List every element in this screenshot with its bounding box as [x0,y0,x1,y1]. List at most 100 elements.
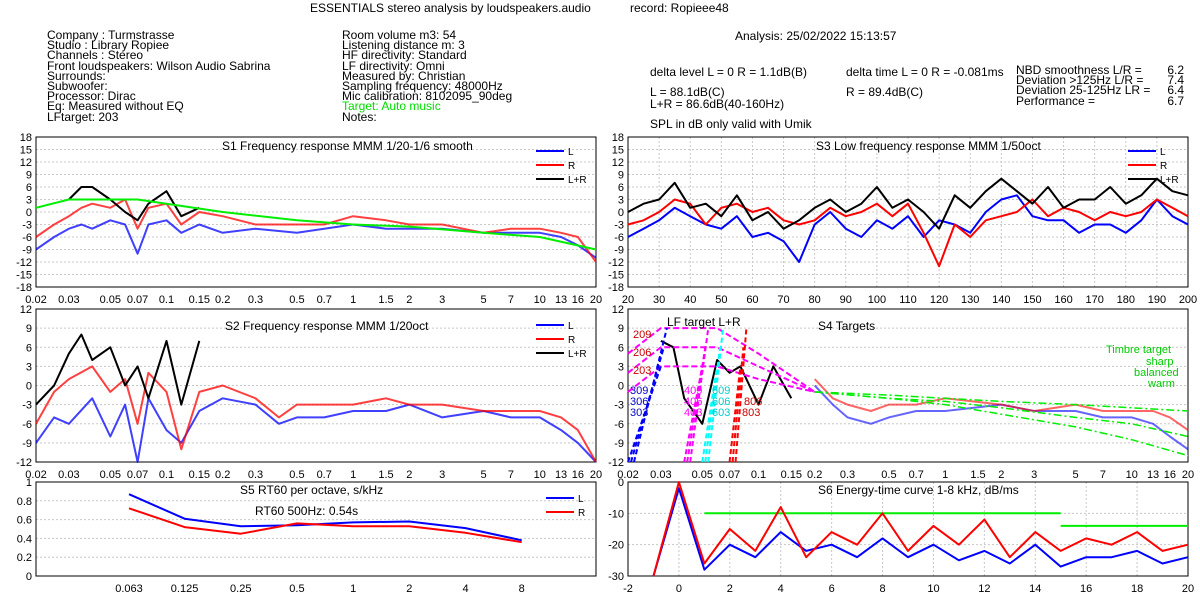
y-tick-label: 15 [612,145,624,157]
info-sampling: Sampling frequency: 48000Hz [342,79,503,94]
spl-note: SPL in dB only valid with Umik [650,117,812,131]
info-lftarget: LFtarget: 203 [47,109,119,124]
x-tick-label: 20 [1182,583,1194,595]
x-tick-label: 2 [406,294,412,306]
legend-label: R [568,161,575,172]
x-tick-label: 160 [1054,294,1072,306]
series-l-r [627,177,1189,230]
y-tick-label: 3 [26,361,32,373]
series-target-209 [627,327,816,393]
y-tick-label: 18 [20,132,32,144]
y-tick-label: -3 [22,220,32,232]
annotation-409: 409 [684,385,702,397]
y-tick-label: 6 [618,342,624,354]
x-tick-label: 12 [978,583,990,595]
series-r [35,365,597,463]
x-tick-label: 5 [1073,469,1079,481]
info-subwoofer: Subwoofer: [47,79,108,94]
y-tick-label: 0 [26,381,32,393]
x-tick-label: 0.3 [248,469,263,481]
y-tick-label: 0 [618,477,624,489]
y-tick-label: -9 [22,245,32,257]
metric-performance: Performance = 6.7 [1016,93,1184,108]
y-tick-label: 9 [26,323,32,335]
x-tick-label: 20 [590,294,602,306]
annotation-balanced: balanced [1134,367,1179,379]
x-tick-label: 0.125 [171,583,199,595]
annotation-603: 603 [712,407,730,419]
x-tick-label: 0.5 [289,294,304,306]
legend-label: R [1160,161,1167,172]
x-tick-label: 7 [1100,469,1106,481]
legend-label: L+R [568,349,587,360]
x-tick-label: 30 [653,294,665,306]
x-tick-label: -2 [623,583,633,595]
x-tick-label: 4 [778,583,784,595]
y-tick-label: -9 [614,245,624,257]
x-tick-label: 0.03 [58,294,79,306]
annotation-803: 803 [742,407,760,419]
x-tick-label: 5 [481,469,487,481]
x-tick-label: 0 [676,583,682,595]
annotation-warm: warm [1147,378,1175,390]
x-tick-label: 0.07 [719,469,740,481]
lf-slope [728,366,742,463]
analysis-date: Analysis: 25/02/2022 15:13:57 [735,29,897,43]
legend-label: L+R [568,175,587,186]
x-tick-label: 0.5 [289,583,304,595]
y-tick-label: 12 [612,157,624,169]
y-tick-label: 1 [26,477,32,489]
y-tick-label: 9 [26,170,32,182]
chart-title: S2 Frequency response MMM 1/20oct [225,319,429,333]
x-tick-label: 0.15 [189,294,210,306]
x-tick-label: 0.05 [100,469,121,481]
info-left: Company : Turmstrasse Studio : Library R… [47,29,270,124]
y-tick-label: 6 [618,182,624,194]
y-tick-label: -30 [608,571,624,583]
y-tick-label: -6 [614,419,624,431]
legend-label: R [578,508,585,519]
info-processor: Processor: Dirac [47,89,136,104]
info-eq: Eq: Measured without EQ [47,99,184,114]
x-tick-label: 1 [350,294,356,306]
x-tick-label: 13 [555,469,567,481]
series-r [652,481,1189,577]
x-tick-label: 2 [727,583,733,595]
x-tick-label: 6 [829,583,835,595]
annotation-403: 403 [684,407,702,419]
annotation-timbre: Timbre target [1106,344,1171,356]
x-tick-label: 190 [1148,294,1166,306]
x-tick-label: 3 [1031,469,1037,481]
x-tick-label: 2 [998,469,1004,481]
x-tick-label: 0.1 [159,294,174,306]
lf-slope [731,347,745,463]
annotation-203: 203 [633,365,651,377]
series-r [627,198,1189,268]
info-lf: LF directivity: Omni [342,58,445,73]
x-tick-label: 1 [350,469,356,481]
panel-s5: 1 0.8 0.6 0.4 0.2 0 0.063 0.125 0.25 0.5 1 2 4 8 S5 RT… [17,477,597,595]
chart-title: S3 Low frequency response MMM 1/50oct [816,139,1041,153]
annotation-606: 606 [712,396,730,408]
plot-frame [35,481,597,577]
annotation-206: 206 [633,347,651,359]
y-tick-label: -6 [614,232,624,244]
y-tick-label: -20 [608,540,624,552]
x-tick-label: 0.7 [317,294,332,306]
x-tick-label: 0.02 [617,469,638,481]
x-tick-label: 18 [1131,583,1143,595]
x-tick-label: 0.15 [781,469,802,481]
info-mid: Room volume m3: 54 Listening distance m:… [342,29,512,124]
y-tick-label: 12 [20,304,32,316]
x-tick-label: 0.05 [100,294,121,306]
x-tick-label: 1.5 [378,469,393,481]
x-tick-label: 120 [930,294,948,306]
series-l [652,487,1189,577]
y-tick-label: 12 [612,304,624,316]
x-tick-label: 0.07 [127,294,148,306]
info-notes: Notes: [342,109,377,124]
lf-slope [704,347,722,463]
